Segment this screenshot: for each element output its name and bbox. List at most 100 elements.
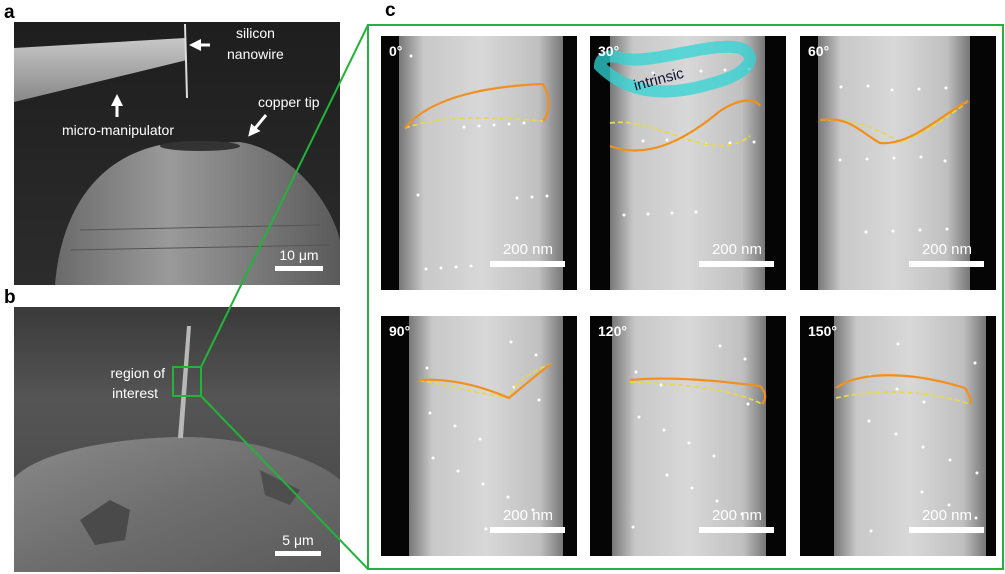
particle — [425, 268, 428, 271]
particle — [713, 455, 716, 458]
particle — [923, 401, 926, 404]
panel-label: b — [4, 287, 16, 308]
particle — [647, 213, 650, 216]
particle — [747, 403, 750, 406]
particle — [417, 194, 420, 197]
particle — [507, 496, 510, 499]
particle — [457, 470, 460, 473]
annotation: micro-manipulator — [62, 122, 174, 138]
particle — [523, 122, 526, 125]
particle — [891, 89, 894, 92]
angle-label: 0° — [389, 43, 402, 59]
particle — [666, 139, 669, 142]
particle — [642, 140, 645, 143]
scale-bar-label: 200 nm — [503, 241, 553, 258]
particle — [426, 367, 429, 370]
particle — [546, 195, 549, 198]
particle — [896, 388, 899, 391]
particle — [663, 429, 666, 432]
scale-bar — [699, 261, 774, 267]
particle — [531, 196, 534, 199]
particle — [974, 362, 977, 365]
scale-bar — [490, 261, 565, 267]
particle — [865, 231, 868, 234]
particle — [429, 412, 432, 415]
tomography-image: 90° 200 nm — [381, 316, 577, 556]
figure: a silicon nanowire micro-manipulator cop… — [0, 0, 1005, 574]
particle — [695, 211, 698, 214]
particle — [976, 472, 979, 475]
particle — [510, 341, 513, 344]
particle — [485, 528, 488, 531]
scale-bar-label: 200 nm — [503, 507, 553, 524]
particle — [463, 126, 466, 129]
particle — [535, 354, 538, 357]
particle — [945, 87, 948, 90]
particle — [479, 438, 482, 441]
particle — [455, 266, 458, 269]
particle — [919, 229, 922, 232]
scale-bar — [699, 527, 774, 533]
particle — [440, 267, 443, 270]
particle — [892, 230, 895, 233]
particle — [454, 425, 457, 428]
particle — [922, 446, 925, 449]
particle — [691, 487, 694, 490]
particle — [920, 156, 923, 159]
particle — [975, 517, 978, 520]
scale-bar-label: 200 nm — [712, 507, 762, 524]
particle — [538, 399, 541, 402]
angle-label: 60° — [808, 43, 829, 59]
particle — [666, 474, 669, 477]
particle — [493, 124, 496, 127]
annotation: region of — [111, 365, 166, 381]
angle-label: 30° — [598, 43, 619, 59]
scale-bar — [275, 551, 321, 556]
particle — [918, 88, 921, 91]
annotation: nanowire — [227, 46, 284, 62]
tip-crater — [160, 141, 240, 151]
particle — [482, 483, 485, 486]
scale-bar — [490, 527, 565, 533]
scale-bar-label: 200 nm — [922, 241, 972, 258]
tomography-image: 60° 200 nm — [800, 36, 996, 290]
particle — [623, 214, 626, 217]
annotation: copper tip — [258, 94, 320, 110]
particle — [516, 197, 519, 200]
scale-bar-label: 200 nm — [712, 241, 762, 258]
particle — [944, 160, 947, 163]
particle — [866, 158, 869, 161]
particle — [716, 500, 719, 503]
scale-bar — [909, 527, 984, 533]
particle — [895, 433, 898, 436]
particle — [410, 55, 413, 58]
particle — [632, 526, 635, 529]
tomography-image: 0° 200 nm — [381, 36, 577, 290]
particle — [839, 159, 842, 162]
particle — [635, 371, 638, 374]
scale-bar — [909, 261, 984, 267]
angle-label: 150° — [808, 323, 837, 339]
angle-label: 120° — [598, 323, 627, 339]
tomography-image: intrinsic30°200 nm — [590, 36, 786, 290]
particle — [671, 212, 674, 215]
particle — [508, 123, 511, 126]
panel-label: c — [385, 0, 396, 21]
panel-label: a — [4, 2, 15, 23]
particle — [753, 141, 756, 144]
particle — [867, 85, 870, 88]
particle — [744, 358, 747, 361]
panel-a-image — [14, 22, 340, 285]
particle — [724, 69, 727, 72]
angle-label: 90° — [389, 323, 410, 339]
particle — [638, 416, 641, 419]
particle — [470, 265, 473, 268]
annotation: silicon — [236, 25, 275, 41]
particle — [949, 459, 952, 462]
particle — [946, 228, 949, 231]
particle — [688, 442, 691, 445]
particle — [897, 343, 900, 346]
annotation: interest — [112, 385, 158, 401]
scale-bar-label: 5 μm — [282, 532, 313, 548]
